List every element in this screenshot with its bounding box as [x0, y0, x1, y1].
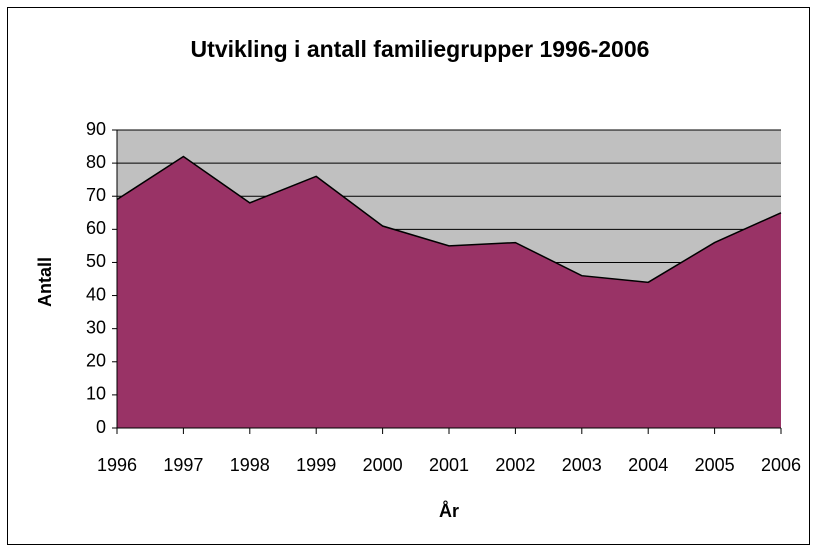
x-tick-label: 1997 — [163, 455, 203, 475]
y-tick-label: 30 — [86, 317, 106, 337]
y-tick-label: 50 — [86, 251, 106, 271]
x-tick-label: 2002 — [495, 455, 535, 475]
area-outline — [116, 155, 782, 284]
x-tick-label: 2004 — [628, 455, 668, 475]
chart-title: Utvikling i antall familiegrupper 1996-2… — [191, 36, 650, 62]
y-tick-label: 10 — [86, 384, 106, 404]
x-tick-label: 2003 — [562, 455, 602, 475]
x-tick-label: 2001 — [429, 455, 469, 475]
x-tick-label: 2005 — [695, 455, 735, 475]
y-tick-label: 40 — [86, 284, 106, 304]
x-tick-label: 1999 — [296, 455, 336, 475]
y-tick-label: 20 — [86, 351, 106, 371]
area — [117, 156, 781, 428]
x-tick-label: 2000 — [363, 455, 403, 475]
y-tick-label: 70 — [86, 185, 106, 205]
y-tick-label: 80 — [86, 152, 106, 172]
y-tick-label: 60 — [86, 218, 106, 238]
x-axis-label: År — [439, 501, 459, 521]
x-tick-label: 1998 — [230, 455, 270, 475]
y-tick-label: 90 — [86, 119, 106, 139]
x-tick-label: 2006 — [761, 455, 801, 475]
y-tick-label: 0 — [96, 417, 106, 437]
y-axis-label: Antall — [35, 257, 55, 307]
x-tick-label: 1996 — [97, 455, 137, 475]
